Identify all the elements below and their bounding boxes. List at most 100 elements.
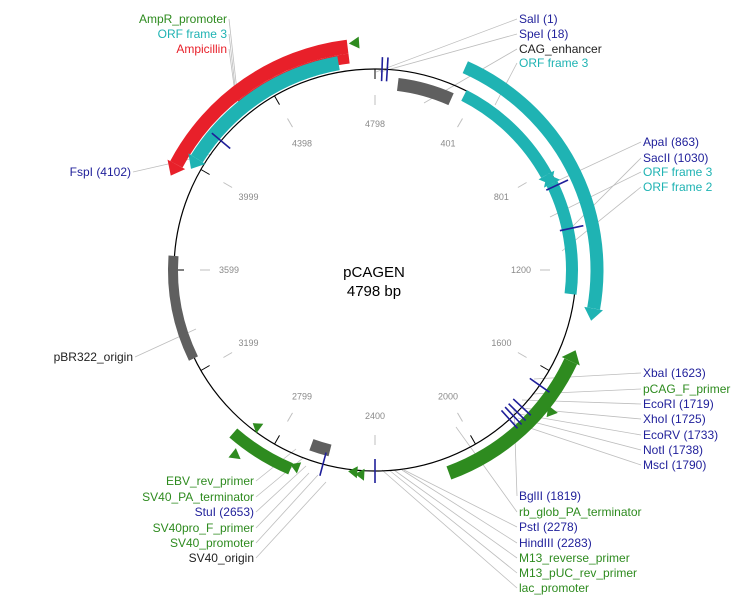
- feature-arc-ori: [396, 77, 454, 106]
- leader-line: [565, 157, 642, 234]
- tick-label: 2400: [365, 411, 385, 421]
- tick-label: 3999: [239, 192, 259, 202]
- leader-line: [388, 469, 518, 574]
- feature-label-ampicillin[interactable]: Ampicillin: [176, 42, 227, 56]
- feature-label-misc[interactable]: CAG_enhancer: [519, 42, 602, 56]
- inner-tick: [223, 182, 233, 188]
- inner-tick: [457, 412, 463, 422]
- primer-arrow: [290, 462, 302, 474]
- feature-label-primer[interactable]: rb_glob_PA_terminator: [519, 505, 642, 519]
- feature-arrow: [188, 153, 206, 169]
- feature-arrow: [543, 173, 561, 188]
- inner-tick: [287, 118, 293, 128]
- cut-site: [319, 452, 327, 476]
- feature-label-orf[interactable]: ORF frame 3: [519, 56, 589, 70]
- leader-line: [403, 469, 518, 528]
- feature-arc-orf: [462, 61, 604, 310]
- feature-label-enzyme[interactable]: MscI (1790): [643, 458, 706, 472]
- feature-arrow: [561, 350, 580, 366]
- leader-line: [533, 372, 642, 380]
- tick-mark: [540, 365, 550, 371]
- tick-label: 2799: [292, 391, 312, 401]
- cut-site: [211, 132, 231, 150]
- cut-site: [500, 409, 519, 429]
- feature-label-enzyme[interactable]: XhoI (1725): [643, 412, 706, 426]
- feature-label-primer[interactable]: SV40_promoter: [170, 536, 254, 550]
- feature-arc-ori: [168, 255, 198, 361]
- cut-site: [529, 377, 550, 393]
- tick-label: 401: [440, 139, 455, 149]
- feature-label-misc[interactable]: SV40_origin: [189, 551, 254, 565]
- plasmid-size: 4798 bp: [347, 283, 401, 300]
- feature-label-enzyme[interactable]: BglII (1819): [519, 489, 581, 503]
- feature-arcs: [167, 36, 604, 481]
- feature-label-orf[interactable]: ORF frame 3: [158, 27, 228, 41]
- plasmid-name: pCAGEN: [343, 264, 405, 281]
- primer-arrow: [348, 36, 360, 49]
- inner-tick: [457, 118, 463, 128]
- tick-mark: [274, 95, 280, 105]
- feature-arc-promoter: [229, 428, 293, 475]
- leader-line: [511, 421, 642, 466]
- cut-site: [512, 398, 532, 416]
- primer-arrow: [228, 448, 241, 460]
- feature-arc-promoter: [446, 358, 578, 480]
- feature-label-primer[interactable]: pCAG_F_primer: [643, 382, 730, 396]
- feature-label-promoter[interactable]: AmpR_promoter: [139, 12, 227, 26]
- feature-label-enzyme[interactable]: XbaI (1623): [643, 366, 706, 380]
- feature-label-enzyme[interactable]: EcoRI (1719): [643, 397, 714, 411]
- feature-label-enzyme[interactable]: HindIII (2283): [519, 536, 592, 550]
- feature-label-enzyme[interactable]: EcoRV (1733): [643, 428, 718, 442]
- feature-arc-small: [309, 439, 332, 457]
- feature-label-primer[interactable]: SV40pro_F_primer: [153, 521, 254, 535]
- feature-arc-orf: [190, 56, 340, 163]
- primer-arrow: [546, 405, 558, 418]
- tick-label: 1200: [511, 265, 531, 275]
- feature-label-primer[interactable]: SV40_PA_terminator: [142, 490, 254, 504]
- tick-label: 3599: [219, 265, 239, 275]
- leader-line: [517, 417, 642, 451]
- feature-label-orf[interactable]: ORF frame 3: [643, 165, 713, 179]
- feature-arrow: [167, 159, 186, 176]
- feature-label-enzyme[interactable]: SacII (1030): [643, 151, 708, 165]
- feature-label-enzyme[interactable]: ApaI (863): [643, 135, 699, 149]
- tick-label: 1600: [491, 338, 511, 348]
- feature-label-enzyme[interactable]: FspI (4102): [70, 165, 131, 179]
- feature-arrow: [584, 306, 603, 321]
- feature-label-primer[interactable]: M13_reverse_primer: [519, 551, 630, 565]
- feature-label-orf[interactable]: ORF frame 2: [643, 180, 713, 194]
- primer-arrow: [348, 466, 358, 479]
- leader-line: [228, 18, 241, 119]
- leader-line: [455, 426, 518, 513]
- feature-label-enzyme[interactable]: SpeI (18): [519, 27, 568, 41]
- leader-line: [255, 481, 327, 559]
- inner-tick: [287, 412, 293, 422]
- cut-site: [380, 57, 384, 82]
- primer-arrow: [252, 423, 264, 434]
- position-tick-labels: 4798 401 801 1200 1600 2000 2400 2799 3199 3599 39…: [219, 119, 531, 421]
- inner-tick: [223, 352, 233, 358]
- leader-line: [255, 474, 319, 544]
- feature-label-primer[interactable]: M13_pUC_rev_primer: [519, 566, 637, 580]
- tick-label: 4798: [365, 119, 385, 129]
- leader-line: [401, 469, 518, 544]
- tick-mark: [274, 435, 280, 445]
- inner-tick: [517, 182, 527, 188]
- feature-label-enzyme[interactable]: SalI (1): [519, 12, 558, 26]
- feature-label-misc[interactable]: pBR322_origin: [54, 350, 133, 364]
- feature-label-primer[interactable]: lac_promoter: [519, 581, 589, 595]
- cut-site: [545, 179, 569, 191]
- inner-tick: [517, 352, 527, 358]
- cut-site: [504, 406, 523, 426]
- feature-label-primer[interactable]: EBV_rev_primer: [166, 474, 254, 488]
- cut-site: [385, 57, 389, 82]
- restriction-site-markers: [211, 57, 584, 483]
- feature-label-enzyme[interactable]: PstI (2278): [519, 520, 578, 534]
- feature-label-enzyme[interactable]: StuI (2653): [195, 505, 254, 519]
- leader-line: [375, 18, 518, 73]
- feature-label-enzyme[interactable]: NotI (1738): [643, 443, 703, 457]
- feature-arc-ampicillin: [170, 39, 349, 168]
- cut-site: [508, 403, 527, 422]
- tick-label: 2000: [438, 391, 458, 401]
